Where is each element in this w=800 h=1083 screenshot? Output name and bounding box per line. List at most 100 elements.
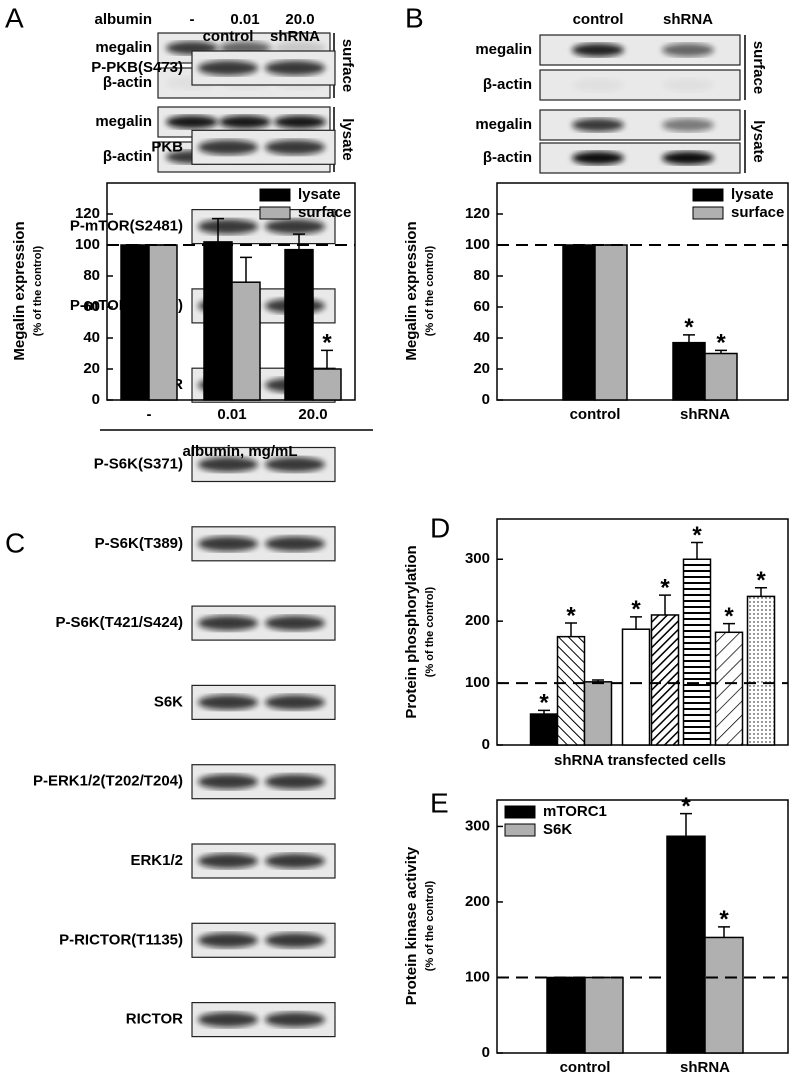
legend-swatch bbox=[504, 805, 536, 819]
significance: * bbox=[631, 596, 641, 623]
band bbox=[198, 694, 258, 710]
error-bar bbox=[240, 256, 252, 283]
lane-label: 20.0 bbox=[285, 11, 314, 28]
lane-label: 0.01 bbox=[230, 11, 259, 28]
blot-row-label: megalin bbox=[475, 116, 532, 133]
x-tick-label: shRNA bbox=[680, 1059, 730, 1076]
y-tick-label: 100 bbox=[75, 236, 100, 253]
legend-swatch bbox=[692, 188, 724, 202]
band bbox=[198, 457, 258, 472]
blot-row-label: β-actin bbox=[483, 76, 532, 93]
significance: * bbox=[719, 906, 729, 933]
lane-label: shRNA bbox=[270, 28, 320, 45]
band bbox=[265, 60, 325, 76]
error-bar bbox=[630, 616, 642, 630]
significance: * bbox=[322, 330, 332, 357]
panel-label: B bbox=[405, 2, 424, 33]
bar bbox=[562, 244, 596, 401]
band bbox=[198, 774, 258, 790]
panel-label: E bbox=[430, 787, 449, 818]
band bbox=[662, 78, 714, 92]
panel-label: D bbox=[430, 512, 450, 543]
error-bar bbox=[723, 622, 735, 633]
blot-row-label: β-actin bbox=[103, 148, 152, 165]
bar bbox=[546, 976, 586, 1054]
band bbox=[265, 1012, 325, 1028]
y-tick-label: 80 bbox=[83, 267, 100, 284]
bar bbox=[148, 244, 178, 401]
plot-frame bbox=[496, 799, 789, 1054]
blot-row-label: P-S6K(S371) bbox=[94, 455, 183, 472]
y-tick-label: 300 bbox=[465, 550, 490, 567]
group-label: surface bbox=[750, 41, 767, 94]
band bbox=[198, 60, 258, 76]
bar bbox=[621, 628, 651, 746]
significance: * bbox=[684, 314, 694, 341]
bar bbox=[529, 713, 559, 746]
band bbox=[198, 219, 258, 235]
legend-label: lysate bbox=[731, 186, 774, 203]
band bbox=[198, 615, 258, 631]
x-tick-label: control bbox=[560, 1059, 611, 1076]
band bbox=[662, 151, 714, 165]
band bbox=[198, 1012, 258, 1028]
band bbox=[265, 139, 325, 155]
blot-row-label: PKB bbox=[151, 138, 183, 155]
error-bar bbox=[680, 812, 692, 837]
y-tick-label: 0 bbox=[482, 736, 490, 753]
legend-label: S6K bbox=[543, 821, 572, 838]
blot-row-label: megalin bbox=[95, 113, 152, 130]
plot-frame bbox=[496, 182, 789, 401]
band bbox=[265, 853, 325, 869]
y-tick-label: 300 bbox=[465, 817, 490, 834]
group-label: lysate bbox=[339, 118, 356, 161]
legend-label: mTORC1 bbox=[543, 803, 607, 820]
lane-label: control bbox=[573, 11, 624, 28]
y-tick-label: 100 bbox=[465, 968, 490, 985]
blot-header: albumin bbox=[94, 11, 152, 28]
bar bbox=[682, 558, 712, 746]
x-axis-title: albumin, mg/mL bbox=[182, 443, 297, 460]
x-tick-label: shRNA bbox=[680, 406, 730, 423]
y-tick-label: 20 bbox=[83, 360, 100, 377]
legend-label: surface bbox=[731, 204, 784, 221]
y-axis-subtitle: (% of the control) bbox=[424, 880, 436, 971]
band bbox=[265, 219, 325, 235]
error-bar bbox=[538, 709, 550, 715]
error-bar bbox=[683, 334, 695, 343]
band bbox=[572, 118, 624, 132]
blot-row-label: RICTOR bbox=[126, 1011, 183, 1028]
band bbox=[662, 118, 714, 132]
band bbox=[662, 43, 714, 57]
y-tick-label: 80 bbox=[473, 267, 490, 284]
x-axis-title: shRNA transfected cells bbox=[554, 752, 726, 769]
panel-label: A bbox=[5, 2, 24, 33]
error-bar bbox=[212, 217, 224, 242]
legend-label: lysate bbox=[298, 186, 341, 203]
bar bbox=[284, 248, 314, 401]
y-tick-label: 60 bbox=[83, 298, 100, 315]
band bbox=[265, 615, 325, 631]
legend-swatch bbox=[259, 188, 291, 202]
y-axis-subtitle: (% of the control) bbox=[32, 245, 44, 336]
band bbox=[265, 457, 325, 472]
y-tick-label: 40 bbox=[473, 329, 490, 346]
significance: * bbox=[566, 602, 576, 629]
error-bar bbox=[565, 622, 577, 637]
blot-row-label: ERK1/2 bbox=[130, 852, 183, 869]
bar bbox=[672, 341, 706, 401]
blot-row-label: β-actin bbox=[483, 149, 532, 166]
error-bar bbox=[321, 349, 333, 369]
error-bar bbox=[755, 586, 767, 597]
blot-row-label: megalin bbox=[475, 41, 532, 58]
bar bbox=[714, 631, 744, 746]
blot-row-label: megalin bbox=[95, 39, 152, 56]
error-bar bbox=[691, 541, 703, 560]
x-tick-label: control bbox=[570, 406, 621, 423]
y-axis-title: Megalin expression bbox=[403, 221, 420, 360]
error-bar bbox=[715, 349, 727, 354]
blot-row-label: S6K bbox=[154, 693, 183, 710]
significance: * bbox=[724, 603, 734, 630]
significance: * bbox=[660, 575, 670, 602]
y-axis-subtitle: (% of the control) bbox=[424, 586, 436, 677]
